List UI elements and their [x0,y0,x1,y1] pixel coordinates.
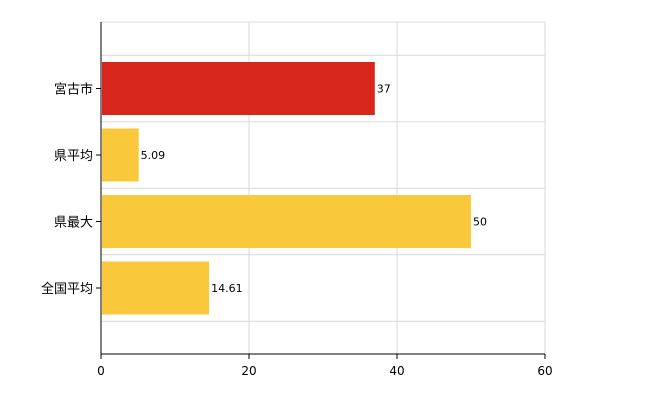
bar [102,62,375,115]
data-label: 14.61 [211,282,243,295]
x-tick-label: 60 [537,364,552,378]
data-label: 37 [377,83,391,96]
category-label: 全国平均 [41,281,93,297]
category-label: 県最大 [54,216,93,231]
data-label: 5.09 [141,149,166,162]
bar [102,261,210,315]
bar [102,195,471,248]
bar [102,128,139,182]
category-label: 県平均 [54,149,93,164]
axes [100,22,545,355]
bars [102,62,471,315]
data-label: 50 [473,216,487,229]
category-label: 宮古市 [54,82,93,98]
x-tick-label: 20 [241,364,256,378]
x-tick-label: 0 [97,364,105,378]
labels: 0 20 40 60 宮古市 37 県平均 5.09 県最大 50 全国平均 14.61 [41,82,553,379]
x-tick-label: 40 [389,364,404,378]
